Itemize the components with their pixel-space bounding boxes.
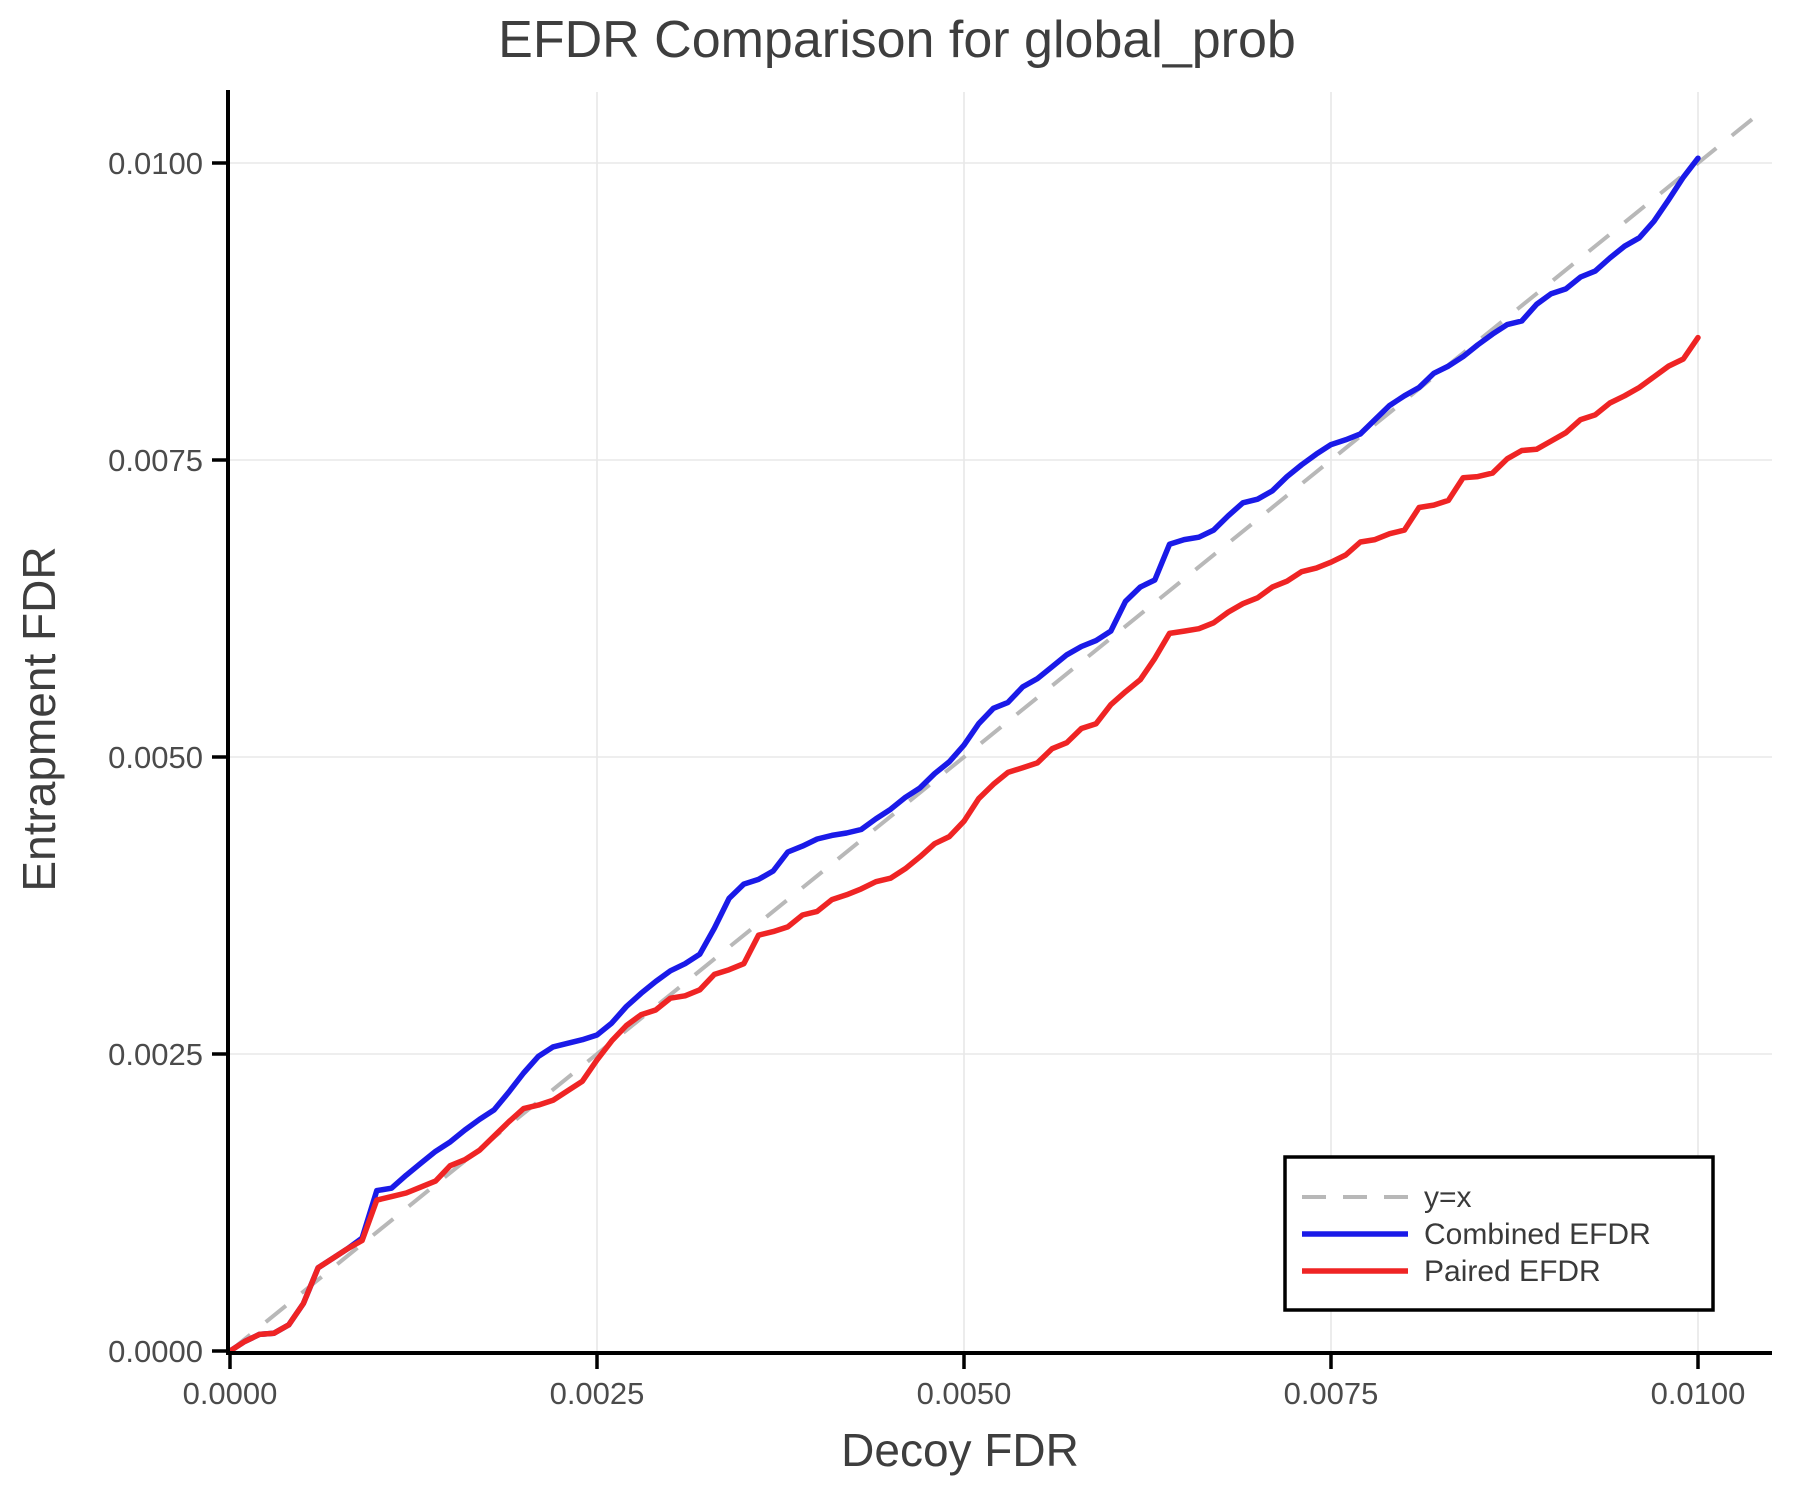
y-tick-label: 0.0050 bbox=[108, 740, 203, 775]
x-axis-label: Decoy FDR bbox=[841, 1424, 1079, 1476]
x-tick-labels: 0.0000 0.0025 0.0050 0.0075 0.0100 bbox=[183, 1376, 1746, 1411]
x-tick-label: 0.0075 bbox=[1284, 1376, 1379, 1411]
legend-item-label: y=x bbox=[1424, 1181, 1472, 1214]
x-tick-label: 0.0025 bbox=[550, 1376, 645, 1411]
y-tick-labels: 0.0000 0.0025 0.0050 0.0075 0.0100 bbox=[108, 146, 203, 1369]
y-axis-label: Entrapment FDR bbox=[13, 546, 65, 891]
x-tick-label: 0.0000 bbox=[183, 1376, 278, 1411]
y-tick-label: 0.0100 bbox=[108, 146, 203, 181]
x-tick-label: 0.0050 bbox=[917, 1376, 1012, 1411]
gridlines bbox=[230, 92, 1772, 1351]
paired-efdr-line bbox=[227, 334, 1701, 1354]
y-tick-label: 0.0025 bbox=[108, 1037, 203, 1072]
y-tick-label: 0.0000 bbox=[108, 1334, 203, 1369]
y-tick-label: 0.0075 bbox=[108, 443, 203, 478]
legend-item-label: Paired EFDR bbox=[1424, 1255, 1601, 1288]
plot-lines bbox=[227, 107, 1766, 1354]
legend-item-label: Combined EFDR bbox=[1424, 1218, 1651, 1251]
axes-spines-ticks bbox=[212, 90, 1772, 1369]
legend: y=x Combined EFDR Paired EFDR bbox=[1283, 1155, 1715, 1312]
combined-efdr-line bbox=[227, 155, 1701, 1354]
chart-title: EFDR Comparison for global_prob bbox=[498, 11, 1296, 69]
x-tick-label: 0.0100 bbox=[1651, 1376, 1746, 1411]
